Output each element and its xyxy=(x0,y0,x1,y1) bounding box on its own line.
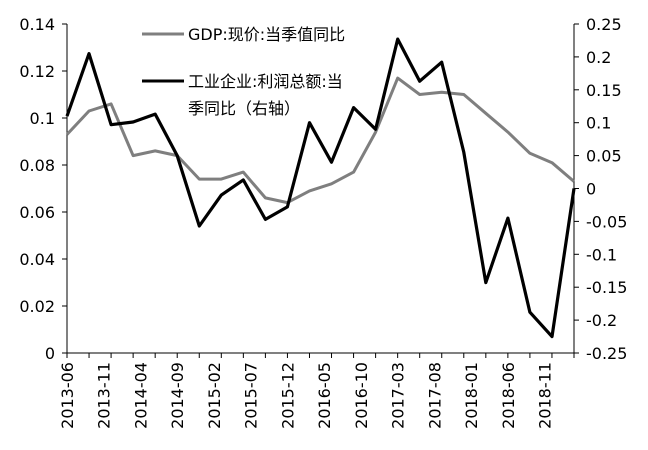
left-axis-tick-label: 0 xyxy=(45,344,55,363)
left-axis-tick-label: 0.08 xyxy=(19,156,55,175)
right-axis-tick-label: 0.25 xyxy=(586,15,622,34)
right-axis-tick-label: -0.05 xyxy=(586,212,627,231)
x-axis-tick-label: 2017-08 xyxy=(425,362,444,429)
left-axis-tick-label: 0.14 xyxy=(19,15,55,34)
right-axis-tick-label: -0.2 xyxy=(586,311,617,330)
legend: GDP:现价:当季值同比 工业企业:利润总额:当 季同比（右轴） xyxy=(142,25,345,118)
x-axis-tick-label: 2016-10 xyxy=(352,362,371,429)
legend-label-profit-line1: 工业企业:利润总额:当 xyxy=(188,72,343,91)
x-axis-tick-label: 2018-06 xyxy=(499,362,518,429)
right-axis-tick-label: 0.1 xyxy=(586,114,611,133)
x-axis-tick-label: 2014-04 xyxy=(131,362,150,429)
legend-label-profit-line2: 季同比（右轴） xyxy=(188,99,300,118)
x-axis-tick-label: 2015-02 xyxy=(205,362,224,429)
right-axis-tick-label: -0.1 xyxy=(586,245,617,264)
x-axis-tick-label: 2016-05 xyxy=(315,362,334,429)
right-axis-tick-label: 0.05 xyxy=(586,147,622,166)
profit-series-line xyxy=(65,37,576,339)
legend-label-gdp: GDP:现价:当季值同比 xyxy=(188,25,345,44)
left-axis-tick-label: 0.12 xyxy=(19,62,55,81)
gdp-series-line xyxy=(65,76,575,205)
x-axis-tick-label: 2014-09 xyxy=(168,362,187,429)
x-axis-tick-label: 2015-12 xyxy=(278,362,297,429)
x-axis-tick-label: 2018-11 xyxy=(536,362,555,429)
left-axis-tick-label: 0.06 xyxy=(19,203,55,222)
left-axis-tick-label: 0.02 xyxy=(19,297,55,316)
x-axis-tick-label: 2013-11 xyxy=(95,362,114,429)
series-layer xyxy=(65,37,576,339)
right-axis-tick-label: -0.25 xyxy=(586,344,627,363)
right-axis-tick-label: 0.15 xyxy=(586,81,622,100)
x-axis-tick-label: 2013-06 xyxy=(58,362,77,429)
axes: 0 0.02 0.04 0.06 0.08 0.1 0.12 0.14 0.25 0.2 0.15 0… xyxy=(19,15,627,429)
right-axis-tick-label: 0 xyxy=(586,180,596,199)
left-axis-tick-label: 0.04 xyxy=(19,250,55,269)
x-axis-tick-label: 2015-07 xyxy=(242,362,261,429)
x-axis-tick-label: 2017-03 xyxy=(389,362,408,429)
right-axis-tick-label: 0.2 xyxy=(586,48,611,67)
right-axis-tick-label: -0.15 xyxy=(586,278,627,297)
left-axis-tick-label: 0.1 xyxy=(30,109,55,128)
x-axis-tick-label: 2018-01 xyxy=(462,362,481,429)
